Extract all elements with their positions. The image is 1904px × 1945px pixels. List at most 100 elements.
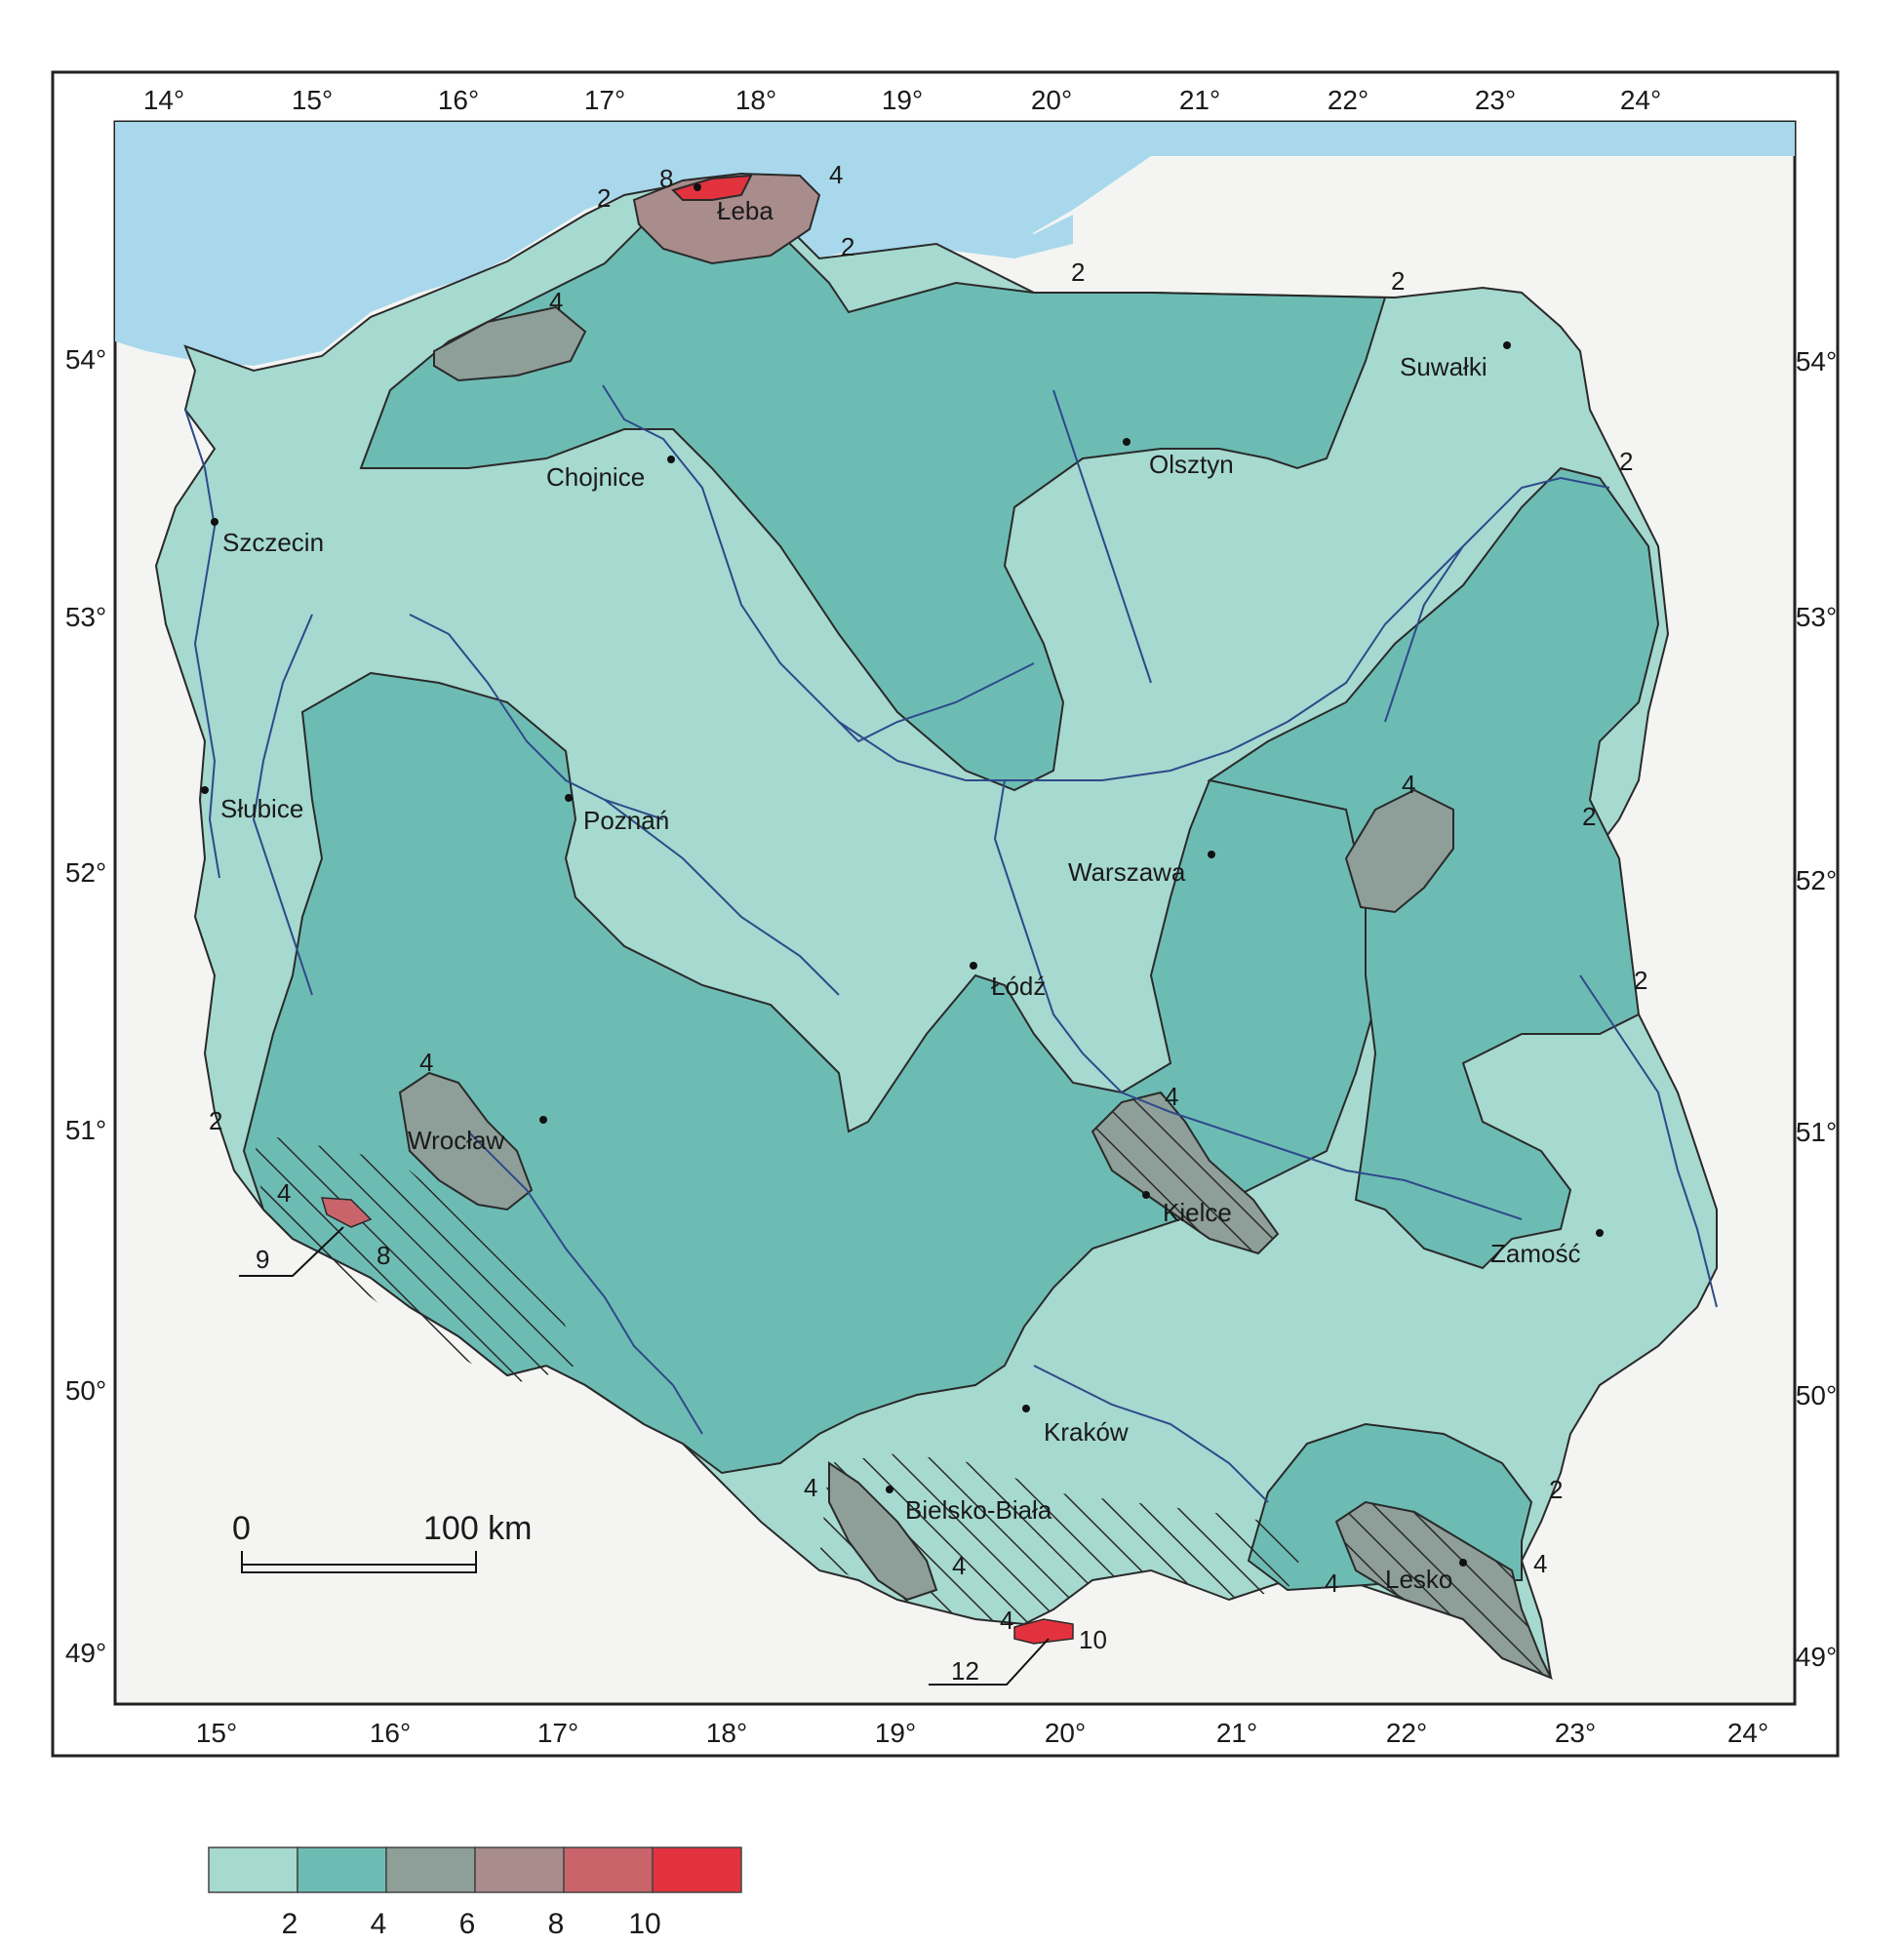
longitude-label-bottom: 24° <box>1727 1718 1768 1748</box>
longitude-label-top: 14° <box>143 85 184 115</box>
isoline-label: 4 <box>419 1048 433 1077</box>
legend-swatch <box>208 1846 298 1893</box>
latitude-label-right: 54° <box>1796 346 1837 377</box>
city-label-poznan: Poznań <box>583 806 669 835</box>
city-dot-olsztyn <box>1123 438 1130 446</box>
city-dot-poznan <box>565 794 573 802</box>
city-dot-warszawa <box>1208 851 1215 858</box>
isoline-label: 8 <box>659 164 673 193</box>
isoline-label: 2 <box>841 232 854 261</box>
leader-lines <box>239 1226 1050 1686</box>
city-dot-suwalki <box>1503 341 1511 349</box>
kielce-hatch <box>1092 1092 1278 1253</box>
longitude-label-bottom: 19° <box>875 1718 916 1748</box>
city-dot-kielce <box>1142 1191 1150 1199</box>
legend-label: 4 <box>371 1908 387 1940</box>
isoline-label: 12 <box>951 1656 979 1686</box>
isoline-label: 4 <box>804 1473 817 1502</box>
latitude-label-left: 54° <box>65 344 106 375</box>
city-dot-slubice <box>201 786 209 794</box>
isoline-label: 2 <box>1549 1475 1563 1504</box>
scale-distance-label: 100 km <box>423 1510 533 1547</box>
longitude-label-bottom: 20° <box>1045 1718 1086 1748</box>
isoline-label: 4 <box>952 1551 966 1580</box>
city-dot-lodz <box>970 962 977 970</box>
city-dot-lesko <box>1459 1559 1467 1567</box>
latitude-label-right: 51° <box>1796 1117 1837 1147</box>
isoline-label: 2 <box>1071 258 1085 287</box>
longitude-label-bottom: 15° <box>196 1718 237 1748</box>
legend-label: 10 <box>628 1908 660 1940</box>
scale-zero-label: 0 <box>232 1510 251 1547</box>
left-latitude-labels: 54° 53° 52° 51° 50° 49° <box>65 344 106 1668</box>
isoline-label: 2 <box>1634 966 1647 995</box>
longitude-label-top: 15° <box>292 85 333 115</box>
zone-8-sudety <box>320 1197 373 1228</box>
isoline-label: 2 <box>597 183 611 213</box>
legend-swatch <box>297 1846 387 1893</box>
city-label-suwalki: Suwałki <box>1400 352 1488 381</box>
city-dot-szczecin <box>211 518 218 526</box>
legend-swatch <box>474 1846 565 1893</box>
cities: Łeba Suwałki Chojnice Olsztyn Szczecin S… <box>201 183 1604 1594</box>
carpathian-hatch <box>819 1453 1307 1624</box>
city-dot-krakow <box>1022 1405 1030 1412</box>
zone-6-wroclaw <box>398 1071 534 1211</box>
city-label-warszawa: Warszawa <box>1068 857 1186 887</box>
latitude-label-left: 51° <box>65 1115 106 1145</box>
longitude-label-top: 24° <box>1620 85 1661 115</box>
longitude-label-top: 19° <box>882 85 923 115</box>
city-label-zamosc: Zamość <box>1490 1239 1580 1268</box>
legend-label: 2 <box>282 1908 298 1940</box>
top-longitude-labels: 14° 15° 16° 17° 18° 19° 20° 21° 22° 23° 24° <box>143 85 1661 115</box>
isoline-label: 4 <box>1000 1606 1013 1635</box>
city-dot-chojnice <box>667 456 675 463</box>
bottom-longitude-labels: 15° 16° 17° 18° 19° 20° 21° 22° 23° 24° <box>196 1718 1768 1748</box>
isoline-label: 4 <box>549 287 563 316</box>
legend-swatch <box>385 1846 476 1893</box>
legend: 2 4 6 8 10 <box>208 1846 742 1940</box>
city-label-lesko: Lesko <box>1385 1565 1452 1594</box>
city-label-krakow: Kraków <box>1044 1417 1129 1447</box>
zone-10-tatra <box>1013 1618 1074 1645</box>
isoline-label: 4 <box>829 160 843 189</box>
isoline-label: 4 <box>1165 1082 1178 1111</box>
isoline-label: 4 <box>1533 1549 1547 1578</box>
isoline-label: 8 <box>377 1241 390 1270</box>
longitude-label-bottom: 18° <box>706 1718 747 1748</box>
zone-6-pomerania <box>433 305 587 382</box>
legend-swatch <box>563 1846 654 1893</box>
latitude-label-left: 52° <box>65 857 106 888</box>
zone-6-bielsko <box>828 1461 938 1602</box>
city-dot-wroclaw <box>539 1116 547 1124</box>
latitude-label-left: 49° <box>65 1638 106 1668</box>
latitude-label-left: 50° <box>65 1375 106 1406</box>
city-label-szczecin: Szczecin <box>222 528 324 557</box>
rivers <box>184 384 1718 1503</box>
isoline-label: 2 <box>1391 266 1405 296</box>
city-label-wroclaw: Wrocław <box>408 1126 504 1155</box>
longitude-label-top: 21° <box>1179 85 1220 115</box>
lesko-hatch <box>1336 1502 1551 1678</box>
latitude-label-right: 49° <box>1796 1642 1837 1672</box>
city-dot-bielsko <box>886 1486 893 1493</box>
scale-bar: 0 100 km <box>232 1510 533 1573</box>
latitude-label-right: 50° <box>1796 1380 1837 1410</box>
latitude-label-right: 53° <box>1796 602 1837 632</box>
longitude-label-bottom: 21° <box>1216 1718 1257 1748</box>
isoline-label: 4 <box>1325 1568 1338 1598</box>
isoline-label: 9 <box>256 1245 269 1274</box>
city-label-kielce: Kielce <box>1163 1198 1232 1227</box>
isoline-label: 2 <box>1619 447 1633 476</box>
baltic-sea <box>115 122 1795 366</box>
legend-label: 6 <box>459 1908 476 1940</box>
isoline-label: 2 <box>1582 802 1596 831</box>
latitude-label-right: 52° <box>1796 865 1837 895</box>
city-dot-zamosc <box>1596 1229 1604 1237</box>
legend-label: 8 <box>548 1908 565 1940</box>
right-latitude-labels: 54° 53° 52° 51° 50° 49° <box>1796 346 1837 1672</box>
longitude-label-bottom: 16° <box>370 1718 411 1748</box>
longitude-label-top: 23° <box>1475 85 1516 115</box>
longitude-label-top: 20° <box>1031 85 1072 115</box>
